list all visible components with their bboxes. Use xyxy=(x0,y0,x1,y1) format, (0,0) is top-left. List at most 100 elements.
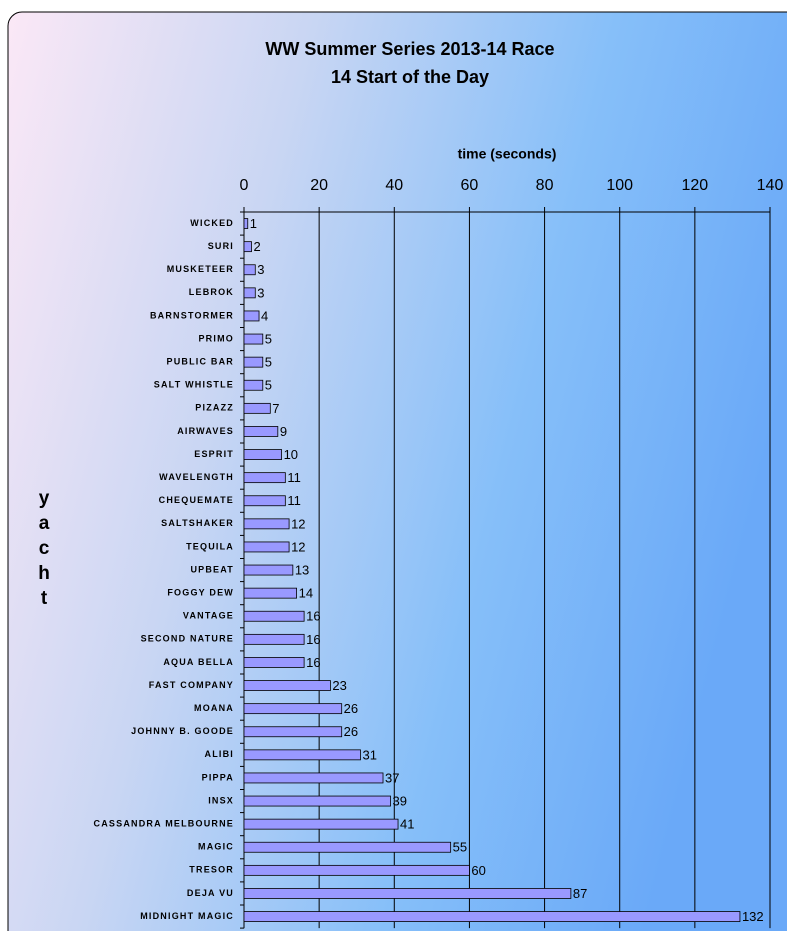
y-tick-label: MUSKETEER xyxy=(167,264,234,274)
bar xyxy=(243,680,331,691)
bar xyxy=(243,541,290,553)
y-tick-label: FAST COMPANY xyxy=(149,680,234,690)
y-tick-label: PUBLIC BAR xyxy=(167,357,235,367)
bar xyxy=(243,587,297,599)
data-label: 5 xyxy=(265,378,272,393)
x-tick-label: 60 xyxy=(461,177,479,194)
data-label: 132 xyxy=(742,909,764,924)
bar xyxy=(243,426,279,437)
data-label: 7 xyxy=(272,401,279,416)
y-tick-label: MAGIC xyxy=(198,842,234,852)
bar xyxy=(243,379,264,391)
data-label: 12 xyxy=(291,516,305,531)
bar xyxy=(243,818,399,830)
bar xyxy=(243,795,391,807)
y-tick-label: MIDNIGHT MAGIC xyxy=(140,911,234,921)
bar xyxy=(243,610,305,622)
data-label: 3 xyxy=(257,262,264,277)
y-tick-label: WAVELENGTH xyxy=(159,472,234,482)
x-tick-label: 0 xyxy=(240,177,249,194)
y-tick-label: BARNSTORMER xyxy=(150,310,234,320)
data-label: 12 xyxy=(291,539,305,554)
x-tick-label: 100 xyxy=(606,177,633,194)
x-tick-label: 20 xyxy=(310,177,328,194)
bar xyxy=(243,218,249,229)
x-tick-label: 120 xyxy=(682,177,709,194)
bar xyxy=(243,864,470,876)
y-tick-label: SALTSHAKER xyxy=(161,518,234,528)
data-label: 26 xyxy=(344,724,358,739)
y-tick-label: DEJA VU xyxy=(187,888,234,898)
data-label: 5 xyxy=(265,331,272,346)
bar xyxy=(243,518,290,530)
y-tick-label: TRESOR xyxy=(189,865,234,875)
bar xyxy=(243,911,741,922)
bar xyxy=(243,495,286,507)
bar xyxy=(243,287,256,299)
bar xyxy=(243,564,294,576)
chart-title: WW Summer Series 2013-14 Race xyxy=(265,39,554,59)
y-tick-label: SURI xyxy=(208,241,234,251)
data-label: 16 xyxy=(306,609,320,624)
bar xyxy=(243,772,384,784)
data-label: 1 xyxy=(250,216,257,231)
bar xyxy=(243,402,271,414)
bar xyxy=(243,726,343,738)
data-label: 14 xyxy=(299,586,313,601)
y-tick-label: MOANA xyxy=(194,703,234,713)
data-label: 41 xyxy=(400,817,414,832)
y-axis-label: yacht xyxy=(34,488,55,613)
y-tick-label: CHEQUEMATE xyxy=(159,495,234,505)
y-tick-label: LEBROK xyxy=(189,287,234,297)
chart-title: 14 Start of the Day xyxy=(331,67,489,87)
bar xyxy=(243,449,282,460)
data-label: 9 xyxy=(280,424,287,439)
bar xyxy=(243,333,264,345)
bar xyxy=(243,356,264,368)
data-label: 11 xyxy=(287,470,301,485)
bar xyxy=(243,633,305,645)
data-label: 4 xyxy=(261,308,268,323)
data-label: 11 xyxy=(287,493,301,508)
data-label: 10 xyxy=(284,447,298,462)
y-tick-label: FOGGY DEW xyxy=(167,588,234,598)
x-tick-label: 40 xyxy=(385,177,403,194)
y-tick-label: SECOND NATURE xyxy=(141,634,234,644)
data-label: 87 xyxy=(573,886,587,901)
y-tick-label: JOHNNY B. GOODE xyxy=(131,726,234,736)
y-tick-label: INSX xyxy=(208,795,234,805)
y-tick-label: AIRWAVES xyxy=(177,426,234,436)
data-label: 37 xyxy=(385,770,399,785)
y-tick-label: PIZAZZ xyxy=(195,403,234,413)
x-axis-label: time (seconds) xyxy=(458,146,557,162)
y-tick-label: SALT WHISTLE xyxy=(154,380,234,390)
data-label: 55 xyxy=(453,840,467,855)
bar xyxy=(243,749,361,761)
y-tick-label: ESPRIT xyxy=(194,449,234,459)
bar xyxy=(243,264,256,276)
bar xyxy=(243,841,452,853)
bar xyxy=(243,310,260,322)
x-tick-label: 140 xyxy=(757,177,784,194)
data-label: 60 xyxy=(471,863,485,878)
y-tick-label: VANTAGE xyxy=(183,611,234,621)
bar xyxy=(243,703,343,715)
y-tick-label: PIPPA xyxy=(202,772,234,782)
y-tick-label: UPBEAT xyxy=(190,564,234,574)
y-tick-label: CASSANDRA MELBOURNE xyxy=(94,819,234,829)
data-label: 26 xyxy=(344,701,358,716)
panel xyxy=(7,11,787,931)
bar xyxy=(243,888,572,899)
data-label: 16 xyxy=(306,632,320,647)
y-tick-label: TEQUILA xyxy=(186,541,234,551)
y-tick-label: WICKED xyxy=(190,218,234,228)
bar xyxy=(243,241,252,253)
bar xyxy=(243,657,305,668)
y-tick-label: PRIMO xyxy=(198,333,234,343)
data-label: 16 xyxy=(306,655,320,670)
data-label: 31 xyxy=(362,747,376,762)
y-tick-label: AQUA BELLA xyxy=(163,657,234,667)
data-label: 39 xyxy=(393,793,407,808)
